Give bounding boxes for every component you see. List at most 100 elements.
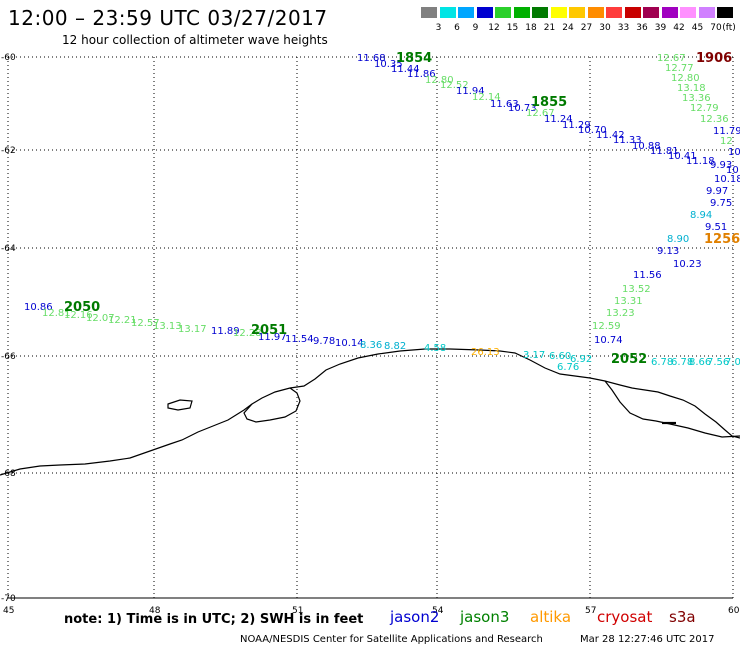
wave-height-value: 10.74 [594,335,623,346]
wave-height-value: 6.76 [557,362,579,373]
scale-swatch [512,6,531,19]
scale-swatch [605,6,623,19]
wave-height-value: 9.75 [710,198,732,209]
wave-height-labels: 11.6810.3511.4411.8612.8012.5211.9412.14… [24,53,740,373]
wave-height-value: 6.78 [671,357,693,368]
scale-swatch [623,6,642,19]
wave-height-value: 8.90 [667,234,689,245]
wave-height-value: 11.33 [613,135,642,146]
wave-height-value: 11.29 [562,120,591,131]
wave-height-value: 11.97 [258,332,287,343]
scale-swatch [420,6,438,19]
lon-tick-label: 48 [149,606,161,616]
lat-tick-label: -70 [1,594,16,604]
wave-height-value: 9.97 [706,186,728,197]
track-time-label: 2050 [64,300,100,315]
scale-swatch [475,6,494,19]
wave-height-value: 12 [720,136,733,147]
footnote: note: 1) Time is in UTC; 2) SWH is in fe… [64,612,364,627]
wave-height-value: 6.92 [570,354,592,365]
wave-height-value: 11.63 [490,99,519,110]
track-time-label: 1855 [531,95,567,110]
scale-swatch [716,6,734,19]
island-outline [167,399,193,411]
wave-height-value: 12.28 [233,328,262,339]
wave-height-value: 12.81 [42,308,71,319]
lat-tick-label: -62 [1,146,16,156]
wave-height-value: 12.52 [440,80,469,91]
wave-height-value: 8.36 [360,340,382,351]
wave-height-value: 12.16 [64,310,93,321]
wave-height-value: 26.13 [471,347,500,358]
wave-height-value: 11.54 [285,334,314,345]
wave-height-value: 11.79 [713,126,740,137]
wave-height-value: 11.68 [357,53,386,64]
wave-height-value: 10.23 [673,259,702,270]
track-time-label: 1854 [396,51,432,66]
scale-swatch [697,6,716,19]
scale-label: 36 [636,23,648,33]
satellite-legend-item: jason3 [460,608,510,626]
generated-timestamp: Mar 28 12:27:46 UTC 2017 [580,634,715,645]
wave-height-value: 12.59 [592,321,621,332]
page-subtitle: 12 hour collection of altimeter wave hei… [62,33,328,47]
wave-height-value: 10.86 [24,302,53,313]
scale-label: 70 [710,23,722,33]
scale-label: 27 [580,23,593,33]
coastline-inlet [243,387,301,423]
wave-height-value: 9.13 [657,246,679,257]
wave-height-value: 10.18 [714,174,740,185]
wave-height-value: 13.13 [153,321,182,332]
track-time-label: 2051 [251,323,287,338]
scale-swatch [531,6,549,19]
scale-label: 21 [543,23,556,33]
scale-swatch [679,6,697,19]
wave-height-value: 8.82 [384,341,406,352]
wave-height-value: 7.56 [707,357,729,368]
lon-tick-label: 57 [585,606,596,616]
wave-height-value: 9.51 [705,222,727,233]
scale-label: 42 [673,23,685,33]
lat-tick-label: -66 [1,352,16,362]
coastline-lower [604,380,740,438]
wave-height-value: 9.78 [313,336,335,347]
lat-tick-label: -60 [1,53,16,63]
scale-label: 30 [599,23,611,33]
scale-label: 24 [562,23,574,33]
wave-height-value: 10.73 [508,103,537,114]
wave-height-value: 11.44 [391,64,420,75]
satellite-legend-item: cryosat [597,608,653,626]
wave-height-value: 13.23 [606,308,635,319]
wave-height-value: 10.88 [632,141,661,152]
wave-height-value: 12.80 [425,75,454,86]
lat-tick-label: -64 [1,244,16,254]
scale-label: 9 [472,23,479,33]
scale-label: 39 [654,23,667,33]
map-gridlines [7,56,734,599]
scale-label: 45 [691,23,704,33]
wave-height-value: 13.52 [622,284,651,295]
wave-height-value: 10.70 [578,125,607,136]
scale-swatch [586,6,605,19]
wave-height-value: 11.42 [596,130,625,141]
scale-swatch [457,6,475,19]
wave-height-value: 12.77 [665,63,694,74]
wave-height-value: 12.57 [131,318,160,329]
track-time-label: 1906 [696,51,732,66]
scale-swatch [568,6,586,19]
wave-height-value: 11.18 [686,156,715,167]
wave-height-value: 11.94 [456,86,485,97]
credit-line: NOAA/NESDIS Center for Satellite Applica… [240,634,543,645]
scale-unit: (ft) [722,23,736,33]
scale-swatch [660,6,679,19]
wave-height-value: 11.24 [544,114,573,125]
wave-height-value: 13.31 [614,296,643,307]
lon-tick-label: 54 [432,606,444,616]
wave-height-value: 12.36 [700,114,729,125]
wave-height-value: 12.14 [472,92,501,103]
wave-height-value: 7.00 [725,357,740,368]
track-time-label: 1256 [704,232,740,247]
scale-label: 6 [454,23,460,33]
scale-swatch [642,6,660,19]
